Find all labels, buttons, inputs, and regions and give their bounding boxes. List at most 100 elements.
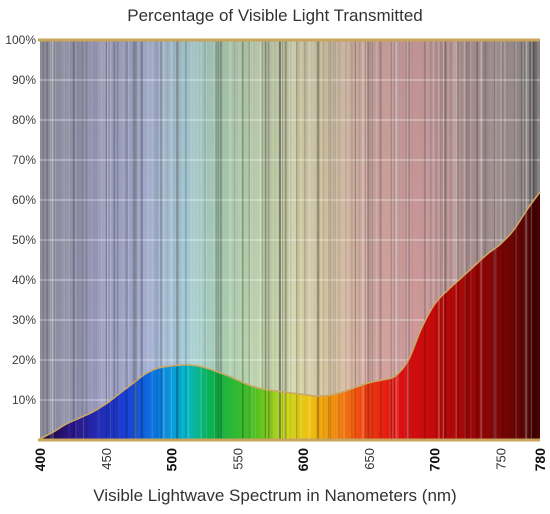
area-stripe	[278, 40, 281, 440]
area-stripe	[282, 40, 283, 440]
area-stripe	[388, 40, 391, 440]
area-stripe	[349, 40, 351, 440]
area-stripe	[290, 40, 292, 440]
area-stripe	[514, 40, 516, 440]
area-stripe	[278, 40, 281, 440]
area-stripe	[395, 40, 398, 440]
y-tick-label: 40%	[12, 273, 36, 287]
area-stripe	[529, 40, 532, 440]
area-stripe	[125, 40, 128, 440]
area-stripe	[157, 40, 159, 440]
area-stripe	[163, 40, 166, 440]
area-stripe	[423, 40, 426, 440]
area-stripe	[77, 40, 80, 440]
area-stripe	[493, 40, 495, 440]
area-stripe	[81, 40, 84, 440]
y-tick-label: 30%	[12, 313, 36, 327]
area-stripe	[480, 40, 483, 440]
area-stripe	[73, 40, 74, 440]
area-stripe	[450, 40, 452, 440]
area-stripe	[205, 40, 207, 440]
area-stripe	[515, 40, 518, 440]
area-stripe	[437, 40, 440, 440]
area-stripe	[535, 40, 538, 440]
x-axis-label: Visible Lightwave Spectrum in Nanometers…	[93, 486, 457, 505]
x-tick-label: 400	[32, 448, 48, 472]
area-stripe	[469, 40, 472, 440]
area-stripe	[187, 40, 189, 440]
area-stripe	[42, 40, 45, 440]
area-stripe	[435, 40, 437, 440]
area-stripe	[493, 40, 496, 440]
area-stripe	[372, 40, 374, 440]
area-stripe	[163, 40, 165, 440]
area-stripe	[406, 40, 410, 440]
area-stripe	[179, 40, 181, 440]
area-stripe	[277, 40, 280, 440]
area-stripe	[379, 40, 382, 440]
area-stripe	[155, 40, 158, 440]
area-stripe	[296, 40, 298, 440]
area-stripe	[109, 40, 111, 440]
chart-title: Percentage of Visible Light Transmitted	[127, 6, 423, 25]
area-stripe	[300, 40, 302, 440]
area-stripe	[436, 40, 438, 440]
area-stripe	[82, 40, 84, 440]
area-stripe	[269, 40, 271, 440]
area-stripe	[108, 40, 110, 440]
y-axis-ticks: 10% 20% 30% 40% 50% 60% 70% 80% 90% 100%	[5, 33, 36, 407]
area-stripe	[134, 40, 137, 440]
area-stripe	[249, 40, 250, 440]
area-stripe	[85, 40, 88, 440]
area-stripe	[133, 40, 136, 440]
area-stripe	[476, 40, 479, 440]
area-stripe	[43, 40, 45, 440]
area-stripe	[248, 40, 250, 440]
area-stripe	[151, 40, 153, 440]
area-stripe	[392, 40, 394, 440]
area-stripe	[55, 40, 57, 440]
area-stripe	[404, 40, 406, 440]
area-stripe	[160, 40, 162, 440]
area-stripe	[241, 40, 244, 440]
area-stripe	[507, 40, 508, 440]
area-stripe	[134, 40, 137, 440]
x-tick-label: 780	[532, 448, 548, 472]
area-stripe	[268, 40, 270, 440]
area-stripe	[480, 40, 482, 440]
area-stripe	[392, 40, 395, 440]
area-stripe	[368, 40, 370, 440]
area-stripe	[176, 40, 178, 440]
transmission-curve	[39, 191, 541, 440]
area-stripe	[264, 40, 266, 440]
area-stripe	[365, 40, 366, 440]
area-stripe	[296, 40, 299, 440]
y-tick-label: 60%	[12, 193, 36, 207]
area-stripe	[337, 40, 340, 440]
area-stripe	[51, 40, 54, 440]
area-stripe	[47, 40, 48, 440]
area-stripe	[465, 40, 468, 440]
area-stripe	[524, 40, 526, 440]
area-stripe	[284, 40, 286, 440]
area-stripe	[184, 40, 187, 440]
area-stripe	[371, 40, 374, 440]
area-stripe	[328, 40, 330, 440]
area-stripe	[97, 40, 99, 440]
area-stripe	[457, 40, 460, 440]
x-tick-label: 750	[494, 448, 509, 470]
area-stripe	[524, 40, 527, 440]
y-tick-label: 100%	[5, 33, 36, 47]
area-stripe	[405, 40, 406, 440]
area-stripe	[248, 40, 250, 440]
area-stripe	[330, 40, 331, 440]
area-stripe	[532, 40, 535, 440]
area-stripe	[285, 40, 287, 440]
area-stripe	[493, 40, 496, 440]
area-stripe	[502, 40, 504, 440]
x-tick-label: 500	[164, 448, 180, 472]
area-stripe	[269, 40, 273, 440]
area-stripe	[483, 40, 484, 440]
area-stripe	[134, 40, 137, 440]
